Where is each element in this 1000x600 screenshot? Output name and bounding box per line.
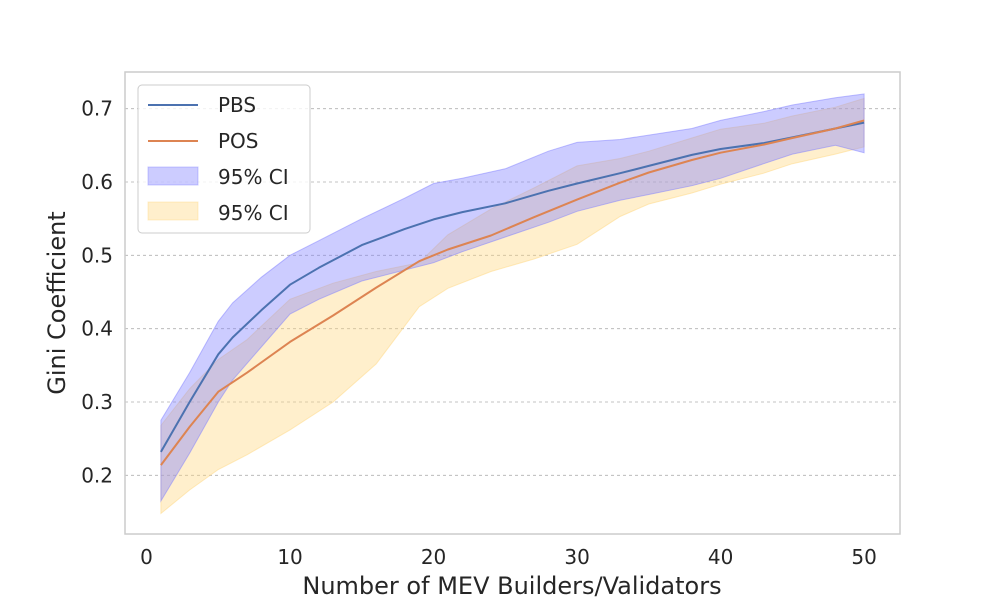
ci-bands	[160, 93, 865, 515]
y-ticks: 0.2 0.3 0.4 0.5 0.6 0.7	[81, 97, 113, 488]
x-ticks: 0 10 20 30 40 50	[140, 545, 877, 569]
y-tick-label: 0.4	[81, 317, 113, 341]
legend-label-ci-pos: 95% CI	[218, 201, 289, 225]
plot-frame	[124, 71, 901, 535]
legend-label-pos: POS	[218, 129, 259, 153]
legend-swatch-ci-pbs	[147, 166, 199, 186]
y-axis-label: Gini Coefficient	[43, 211, 71, 394]
legend-label-pbs: PBS	[218, 93, 256, 117]
y-tick-label: 0.3	[81, 390, 113, 414]
legend-label-ci-pbs: 95% CI	[218, 165, 289, 189]
x-tick-label: 30	[564, 545, 589, 569]
x-tick-label: 0	[140, 545, 153, 569]
x-axis-label: Number of MEV Builders/Validators	[302, 572, 721, 600]
y-tick-label: 0.5	[81, 243, 113, 267]
y-tick-label: 0.2	[81, 463, 113, 487]
x-tick-label: 40	[708, 545, 733, 569]
legend-frame	[137, 84, 311, 234]
ci-band-pbs	[160, 93, 865, 503]
y-tick-label: 0.6	[81, 170, 113, 194]
legend-swatch-ci-pos	[147, 201, 199, 221]
y-tick-label: 0.7	[81, 97, 113, 121]
legend: PBS POS 95% CI 95% CI	[137, 84, 311, 234]
x-tick-label: 50	[851, 545, 876, 569]
series-lines	[160, 119, 865, 466]
series-line-pbs	[160, 121, 865, 453]
x-tick-label: 10	[277, 545, 302, 569]
x-tick-label: 20	[421, 545, 446, 569]
series-line-pos	[160, 119, 865, 466]
